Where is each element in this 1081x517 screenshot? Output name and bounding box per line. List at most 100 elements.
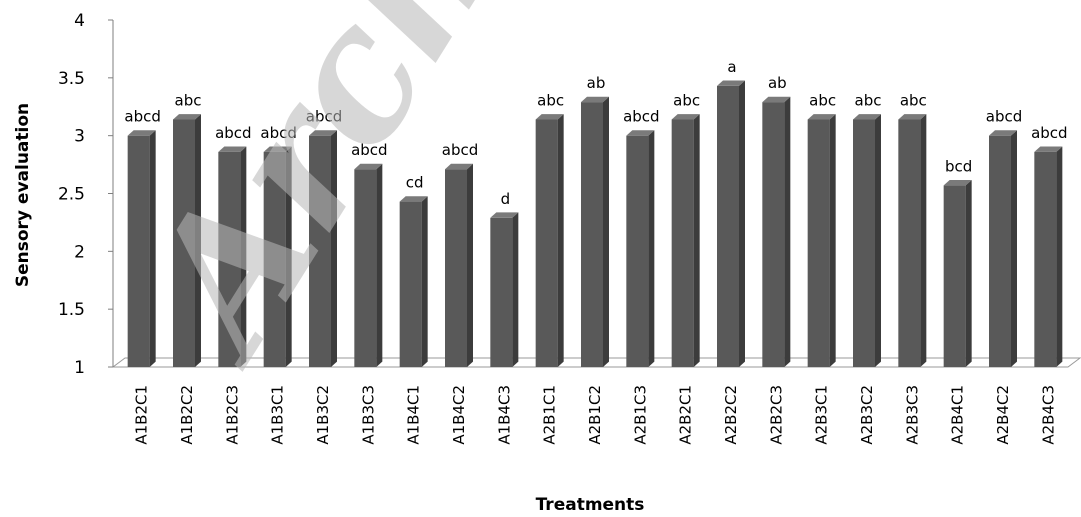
bar	[263, 146, 292, 367]
bar	[173, 114, 201, 368]
y-tick-label: 1.5	[58, 300, 85, 320]
x-tick-label: A2B1C2	[586, 385, 604, 445]
bar-top	[807, 114, 836, 120]
bar-top	[898, 114, 927, 120]
x-tick-label: A2B2C3	[767, 385, 785, 445]
x-tick-label: A2B3C3	[903, 385, 921, 445]
y-tick-labels: 1 1.5 2 2.5 3 3.5 4	[58, 11, 85, 378]
y-tick-label: 1	[74, 358, 85, 378]
bar-front	[898, 119, 921, 368]
bar-letter-label: abcd	[351, 141, 387, 159]
bar-letter-label: cd	[406, 174, 424, 192]
bar-front	[1034, 151, 1057, 367]
y-axis-title: Sensory evaluation	[13, 103, 33, 287]
x-tick-label: A2B4C1	[949, 385, 967, 445]
x-tick-label: A1B4C2	[450, 385, 468, 445]
bar-top	[989, 130, 1017, 136]
bar-front	[807, 119, 830, 368]
bar	[898, 114, 927, 368]
x-tick-label: A2B2C1	[677, 385, 695, 445]
bar-letter-label: ab	[768, 74, 787, 92]
bar-top	[490, 212, 519, 218]
bar	[853, 114, 881, 368]
x-axis-title: Treatments	[536, 495, 645, 515]
bar	[717, 80, 745, 368]
bar-letter-label: abcd	[260, 124, 296, 142]
bar-front	[127, 135, 150, 367]
x-tick-label: A2B2C2	[722, 385, 740, 445]
bar-side	[421, 196, 428, 367]
bar-top	[309, 130, 337, 136]
bar-front	[853, 119, 875, 368]
bar-side	[829, 114, 836, 367]
bar-letter-label: abc	[855, 91, 882, 109]
x-tick-label: A2B1C3	[631, 385, 649, 445]
bar-side	[648, 130, 655, 367]
bar-front	[445, 169, 467, 367]
x-tick-label: A2B3C1	[813, 385, 831, 445]
bar	[535, 114, 564, 368]
bar-letter-label: ab	[587, 74, 606, 92]
x-tick-label: A2B4C2	[994, 385, 1012, 445]
bar	[490, 212, 519, 367]
bar-side	[693, 114, 700, 367]
bar-side	[557, 114, 564, 367]
bar-front	[762, 102, 785, 367]
y-tick-label: 2.5	[58, 185, 85, 205]
bar-letter-label: abcd	[986, 108, 1022, 126]
bar	[445, 163, 473, 367]
bar	[1034, 146, 1063, 367]
bar-front	[354, 169, 377, 367]
bar-side	[376, 163, 383, 367]
bar-front	[309, 135, 331, 367]
bar-side	[965, 180, 972, 367]
bar-top	[535, 114, 564, 120]
axes	[108, 19, 114, 368]
bar-front	[989, 135, 1011, 367]
bar-side	[920, 114, 927, 367]
bar	[762, 96, 791, 368]
y-tick-label: 3.5	[58, 69, 85, 89]
bar-letter-label: d	[501, 190, 511, 208]
bar-letter-label: abcd	[623, 108, 659, 126]
bar-top	[445, 163, 473, 170]
bar-top	[717, 80, 745, 86]
x-tick-label: A1B2C1	[133, 385, 151, 445]
bar	[127, 130, 156, 367]
bar-side	[739, 80, 745, 367]
bar-side	[285, 146, 292, 367]
bar-letter-label: abc	[673, 91, 700, 109]
bar-letter-label: abc	[809, 91, 836, 109]
bar	[943, 180, 972, 367]
y-tick-label: 4	[74, 11, 85, 31]
x-tick-labels: A1B2C1 A1B2C2 A1B2C3 A1B3C1 A1B3C2 A1B3C3 A1B4…	[133, 385, 1058, 445]
bar-letter-label: abc	[537, 91, 564, 109]
y-tick-label: 3	[74, 127, 85, 147]
bar-letter-label: abcd	[1031, 124, 1067, 142]
bar	[218, 146, 247, 367]
x-tick-label: A1B2C3	[223, 385, 241, 445]
x-tick-label: A1B4C3	[495, 385, 513, 445]
bar-letter-label: abc	[900, 91, 927, 109]
x-tick-label: A1B2C2	[178, 385, 196, 445]
bar-front	[263, 151, 286, 367]
x-tick-label: A2B1C1	[541, 385, 559, 445]
bar-letter-label: abcd	[442, 141, 478, 159]
bar	[626, 130, 655, 367]
bar	[581, 96, 609, 368]
bar-top	[1034, 146, 1063, 152]
bar-front	[173, 119, 195, 368]
bar-side	[149, 130, 156, 367]
bar-front	[626, 135, 649, 367]
bar-top	[943, 180, 972, 186]
bar	[671, 114, 700, 368]
bar-letter-label: a	[727, 58, 736, 76]
bar	[399, 196, 428, 367]
bar-front	[218, 151, 241, 367]
bar-top	[671, 114, 700, 120]
bar-side	[1056, 146, 1063, 367]
bar-letter-label: abcd	[306, 108, 342, 126]
bar-letter-label: abc	[175, 91, 202, 109]
x-tick-label: A1B3C1	[269, 385, 287, 445]
